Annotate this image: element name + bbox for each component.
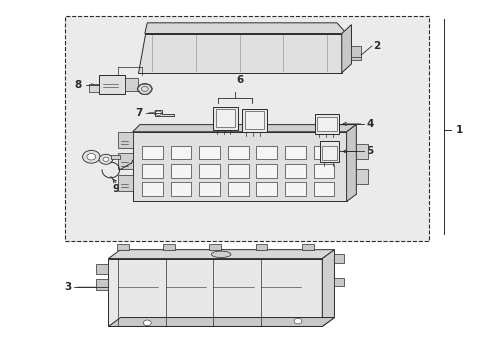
Polygon shape (144, 23, 346, 33)
Bar (118, 153, 132, 169)
Bar (256, 164, 277, 178)
Polygon shape (108, 258, 322, 327)
Bar (356, 169, 368, 184)
Circle shape (82, 150, 100, 163)
Ellipse shape (211, 251, 230, 257)
Bar (99, 75, 125, 94)
Circle shape (137, 84, 152, 94)
Bar (125, 78, 137, 91)
Text: 8: 8 (74, 80, 81, 90)
Text: 1: 1 (455, 125, 462, 135)
Polygon shape (96, 279, 108, 290)
Polygon shape (334, 278, 344, 286)
Bar (118, 175, 132, 191)
Bar (142, 146, 163, 159)
Bar (313, 182, 333, 196)
Bar (118, 132, 132, 148)
Bar (314, 114, 339, 134)
Circle shape (143, 320, 151, 326)
Polygon shape (301, 244, 313, 249)
Text: 6: 6 (236, 75, 243, 85)
Polygon shape (137, 33, 341, 73)
Bar (256, 182, 277, 196)
Bar (89, 84, 99, 93)
Bar (313, 164, 333, 178)
Bar (215, 109, 235, 127)
Text: 4: 4 (366, 119, 373, 129)
Bar (227, 182, 248, 196)
Text: 7: 7 (135, 108, 142, 118)
Bar (199, 182, 220, 196)
Polygon shape (209, 244, 221, 249)
Polygon shape (163, 244, 175, 249)
Polygon shape (132, 132, 346, 202)
Circle shape (293, 318, 301, 324)
Bar (199, 146, 220, 159)
Polygon shape (108, 249, 334, 258)
Bar (313, 146, 333, 159)
Bar (285, 182, 305, 196)
Bar (142, 164, 163, 178)
Bar (227, 146, 248, 159)
Bar (111, 155, 119, 159)
Bar (256, 146, 277, 159)
Bar (319, 141, 339, 162)
Bar (64, 16, 428, 241)
Bar (171, 182, 191, 196)
Bar (317, 117, 336, 131)
Polygon shape (154, 111, 174, 116)
Polygon shape (255, 244, 267, 249)
Text: 3: 3 (64, 282, 72, 292)
Polygon shape (346, 125, 356, 202)
Text: 2: 2 (372, 41, 380, 51)
Polygon shape (132, 125, 356, 132)
Polygon shape (322, 249, 334, 327)
Bar (199, 164, 220, 178)
Text: 5: 5 (366, 147, 372, 157)
Circle shape (103, 157, 109, 161)
Bar (227, 164, 248, 178)
Circle shape (99, 154, 113, 164)
Polygon shape (334, 254, 344, 262)
Bar (171, 146, 191, 159)
Polygon shape (108, 318, 334, 327)
Bar (212, 107, 238, 130)
Polygon shape (96, 264, 108, 274)
Polygon shape (117, 244, 128, 249)
Circle shape (155, 111, 161, 115)
Bar (285, 146, 305, 159)
Bar (322, 146, 336, 160)
Bar (285, 164, 305, 178)
Bar (244, 111, 264, 129)
Bar (242, 109, 267, 132)
Bar (356, 144, 368, 158)
Text: 9: 9 (112, 184, 119, 194)
Bar (171, 164, 191, 178)
Bar (351, 46, 361, 60)
Circle shape (87, 154, 96, 160)
Polygon shape (341, 24, 351, 73)
Bar (142, 182, 163, 196)
